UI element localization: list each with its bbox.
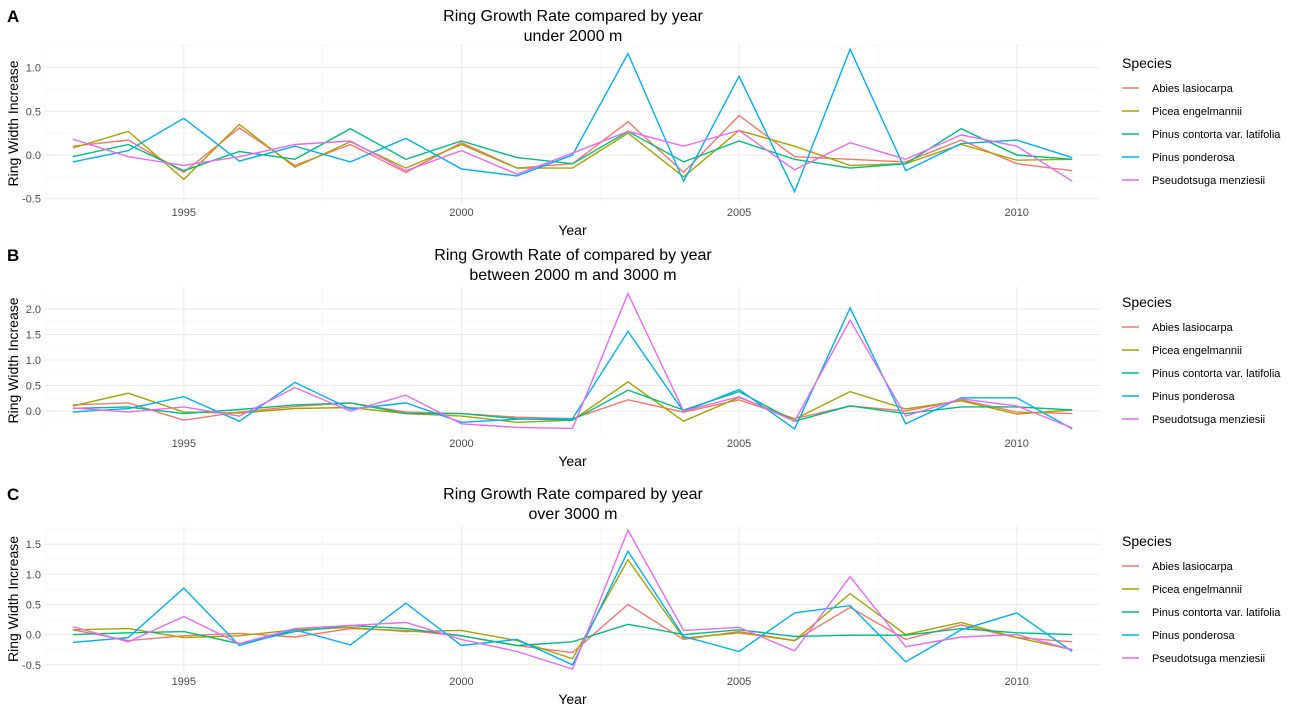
x-tick-label: 2010	[1004, 438, 1028, 450]
series-line-pinus-contorta-var-latifolia	[72, 127, 1073, 172]
series-line-pinus-contorta-var-latifolia	[72, 389, 1073, 422]
y-axis-title: Ring Width Increase	[5, 297, 21, 423]
series-line-pinus-ponderosa	[72, 549, 1073, 666]
x-axis-title: Year	[558, 691, 587, 707]
chart-title: Ring Growth Rate compared by year	[443, 486, 703, 503]
x-tick-label: 2000	[449, 438, 473, 450]
legend-label: Pinus ponderosa	[1152, 630, 1235, 642]
y-tick-label: 1.0	[26, 355, 41, 367]
x-axis-title: Year	[558, 222, 587, 238]
series-line-pinus-ponderosa	[72, 306, 1073, 430]
legend-label: Pinus ponderosa	[1152, 391, 1235, 403]
y-tick-label: -0.5	[22, 194, 41, 206]
x-axis-title: Year	[558, 453, 587, 469]
x-tick-label: 2010	[1004, 207, 1028, 219]
legend-label: Pinus ponderosa	[1152, 152, 1235, 164]
y-tick-label: 1.5	[26, 329, 41, 341]
y-tick-label: 0.5	[26, 599, 41, 611]
x-tick-label: 1995	[172, 676, 196, 688]
series-line-pseudotsuga-menziesii	[72, 291, 1073, 430]
x-tick-label: 1995	[172, 207, 196, 219]
x-tick-label: 2000	[449, 207, 473, 219]
legend-label: Picea engelmannii	[1152, 584, 1242, 596]
y-tick-label: 0.0	[26, 630, 41, 642]
legend-title: Species	[1122, 55, 1172, 71]
legend-label: Picea engelmannii	[1152, 345, 1242, 357]
y-tick-label: 0.5	[26, 106, 41, 118]
series-line-pseudotsuga-menziesii	[72, 528, 1073, 670]
legend-label: Pinus contorta var. latifolia	[1152, 129, 1281, 141]
panel-tag: A	[7, 7, 19, 26]
chart-title: under 2000 m	[524, 28, 623, 45]
series-line-abies-lasiocarpa	[72, 399, 1073, 421]
y-axis-title: Ring Width Increase	[5, 60, 21, 186]
legend-label: Pseudotsuga menziesii	[1152, 175, 1265, 187]
panel-tag: B	[7, 246, 19, 265]
y-tick-label: -0.5	[22, 660, 41, 672]
chart-title: Ring Growth Rate compared by year	[443, 8, 703, 25]
series-line-pinus-ponderosa	[72, 47, 1073, 194]
y-tick-label: 0.0	[26, 406, 41, 418]
series-line-pseudotsuga-menziesii	[72, 129, 1073, 182]
y-tick-label: 0.0	[26, 150, 41, 162]
legend-label: Pseudotsuga menziesii	[1152, 653, 1265, 665]
panel-b: B Ring Growth Rate of compared by year bet…	[5, 246, 1281, 469]
panel-a: A Ring Growth Rate compared by year under …	[5, 7, 1281, 238]
y-tick-label: 1.5	[26, 539, 41, 551]
legend-label: Abies lasiocarpa	[1152, 561, 1234, 573]
x-tick-label: 2005	[727, 676, 751, 688]
panel-tag: C	[7, 485, 19, 504]
legend-label: Pinus contorta var. latifolia	[1152, 368, 1281, 380]
legend-title: Species	[1122, 533, 1172, 549]
y-axis-title: Ring Width Increase	[5, 536, 21, 662]
panel-c: C Ring Growth Rate compared by year over 3…	[5, 485, 1281, 707]
chart-title: between 2000 m and 3000 m	[469, 267, 676, 284]
legend-label: Pseudotsuga menziesii	[1152, 414, 1265, 426]
x-tick-label: 2005	[727, 438, 751, 450]
y-tick-label: 0.5	[26, 381, 41, 393]
y-tick-label: 1.0	[26, 569, 41, 581]
legend-label: Abies lasiocarpa	[1152, 322, 1234, 334]
x-tick-label: 1995	[172, 438, 196, 450]
x-tick-label: 2000	[449, 676, 473, 688]
legend-label: Abies lasiocarpa	[1152, 83, 1234, 95]
legend-label: Picea engelmannii	[1152, 106, 1242, 118]
legend-title: Species	[1122, 294, 1172, 310]
y-tick-label: 1.0	[26, 63, 41, 75]
x-tick-label: 2010	[1004, 676, 1028, 688]
chart-title: over 3000 m	[529, 506, 618, 523]
legend-label: Pinus contorta var. latifolia	[1152, 607, 1281, 619]
chart-title: Ring Growth Rate of compared by year	[434, 247, 712, 264]
series-line-abies-lasiocarpa	[72, 603, 1073, 654]
y-tick-label: 2.0	[26, 304, 41, 316]
x-tick-label: 2005	[727, 207, 751, 219]
